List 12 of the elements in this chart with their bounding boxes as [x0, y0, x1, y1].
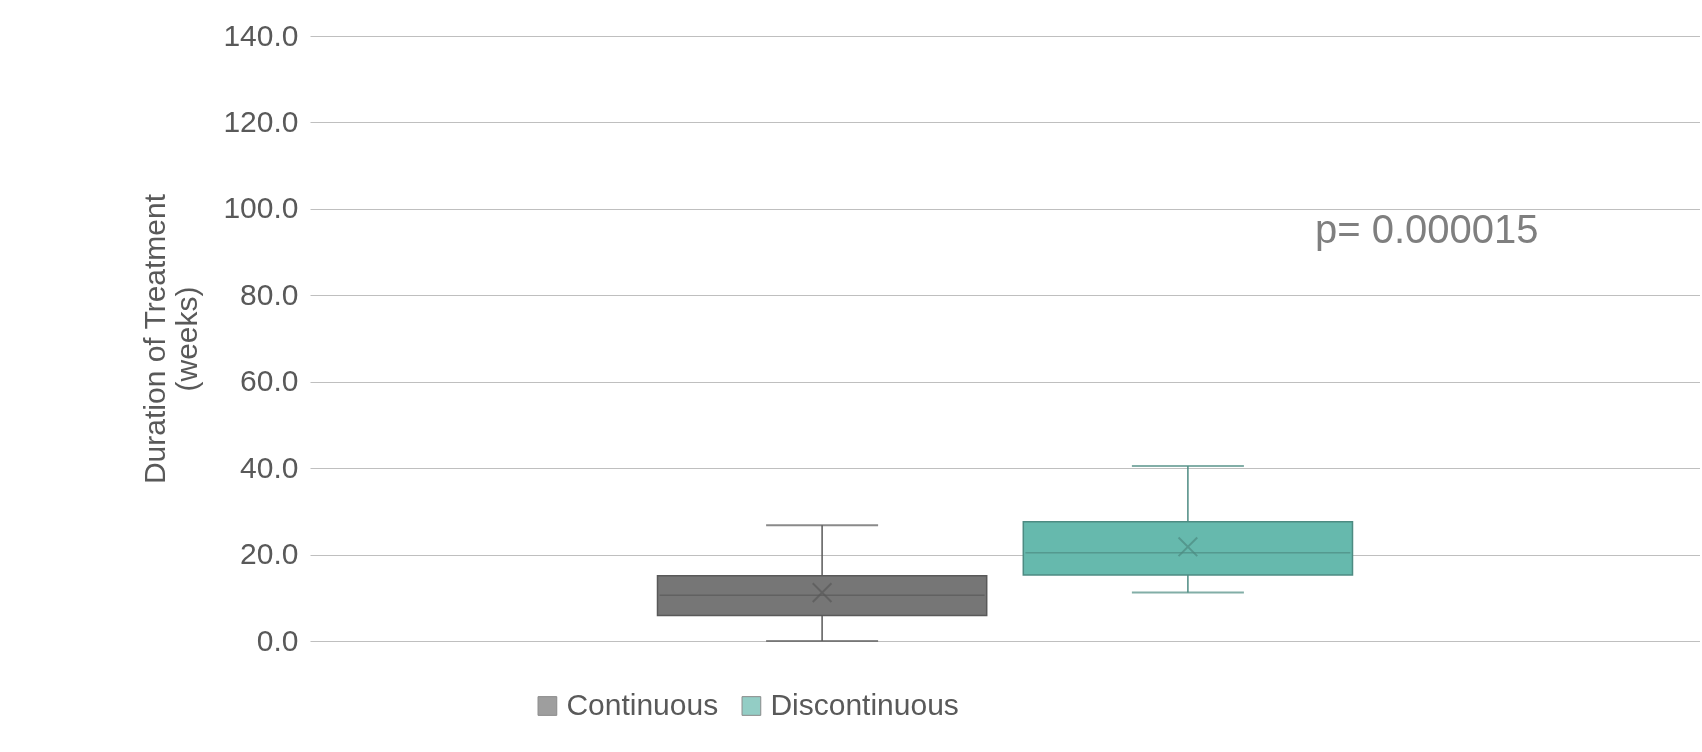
y-tick-label: 80.0 — [240, 277, 299, 311]
y-tick-label: 140.0 — [223, 18, 299, 52]
y-axis-title: Duration of Treatment (weeks) — [138, 193, 204, 485]
y-tick-label: 20.0 — [240, 537, 299, 571]
legend-label: Discontinuous — [770, 688, 959, 721]
y-tick-label: 40.0 — [240, 450, 299, 484]
y-tick-label: 60.0 — [240, 364, 299, 398]
y-tick-label: 100.0 — [223, 191, 299, 225]
legend-label: Continuous — [566, 688, 719, 721]
y-tick-label: 120.0 — [223, 104, 299, 138]
y-tick-label: 0.0 — [256, 623, 299, 657]
annotation: p= 0.000015 — [1314, 206, 1539, 251]
